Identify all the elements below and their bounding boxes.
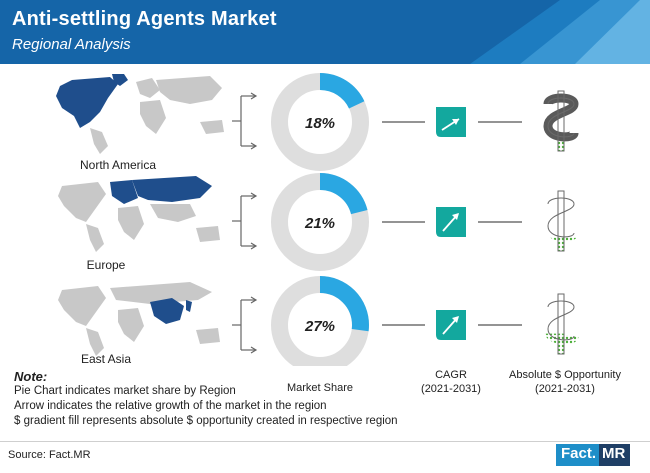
share-label-europe: 21% (304, 215, 335, 232)
footer-divider (0, 441, 650, 442)
header-background (0, 0, 650, 64)
column-label-market-share: Market Share (286, 382, 354, 394)
bracket-east-asia (232, 296, 258, 354)
donut-europe (271, 173, 369, 271)
opportunity-label: Absolute $ Opportunity (509, 369, 621, 381)
world-map-europe (58, 176, 220, 252)
region-label-east-asia: East Asia (81, 352, 131, 366)
cagr-icon-europe (436, 207, 466, 237)
dollar-outline (547, 300, 575, 341)
share-label-north-america: 18% (305, 115, 335, 132)
note-line: Pie Chart indicates market share by Regi… (14, 385, 236, 397)
source-text: Source: Fact.MR (8, 449, 91, 461)
dollar-icon-east-asia (548, 294, 574, 354)
world-map-north-america (56, 74, 224, 154)
row-east-asia: East Asia 27% (58, 276, 574, 366)
donut-north-america (271, 73, 369, 171)
region-label-north-america: North America (80, 158, 156, 172)
row-europe: Europe 21% (58, 173, 574, 272)
column-label-cagr: CAGR (2021-2031) (412, 368, 490, 396)
column-label-opportunity: Absolute $ Opportunity (2021-2031) (500, 368, 630, 396)
factmr-logo: Fact. MR (556, 444, 631, 466)
note-line: Arrow indicates the relative growth of t… (14, 400, 327, 412)
cagr-icon-north-america (436, 107, 466, 137)
region-label-europe: Europe (87, 258, 126, 272)
regional-chart: North America 18% (56, 73, 650, 366)
share-label-east-asia: 27% (304, 318, 335, 335)
notes-section: Note: Pie Chart indicates market share b… (14, 369, 398, 429)
opportunity-period: (2021-2031) (535, 383, 595, 395)
page-title: Anti-settling Agents Market (12, 8, 277, 30)
dollar-outline (547, 97, 575, 138)
row-north-america: North America 18% (56, 73, 574, 172)
page-subtitle: Regional Analysis (12, 36, 131, 53)
dollar-icon-north-america (548, 91, 574, 151)
dollar-bar-outline (557, 190, 565, 252)
cagr-icon-east-asia (436, 310, 466, 340)
logo-part-1: Fact. (556, 444, 600, 466)
dollar-bar-outline (557, 293, 565, 355)
note-line: $ gradient fill represents absolute $ op… (14, 415, 398, 427)
cagr-label: CAGR (435, 369, 467, 381)
dollar-outline (547, 197, 575, 238)
header-banner: Anti-settling Agents Market Regional Ana… (0, 0, 650, 64)
bracket-europe (232, 192, 258, 250)
cagr-period: (2021-2031) (421, 383, 481, 395)
dollar-bar-outline (557, 90, 565, 152)
world-map-east-asia (58, 282, 220, 356)
dollar-icon-europe (548, 191, 574, 251)
donut-east-asia (271, 276, 369, 366)
logo-part-2: MR (599, 444, 631, 466)
bracket-north-america (232, 92, 258, 150)
notes-heading: Note: (14, 369, 48, 384)
